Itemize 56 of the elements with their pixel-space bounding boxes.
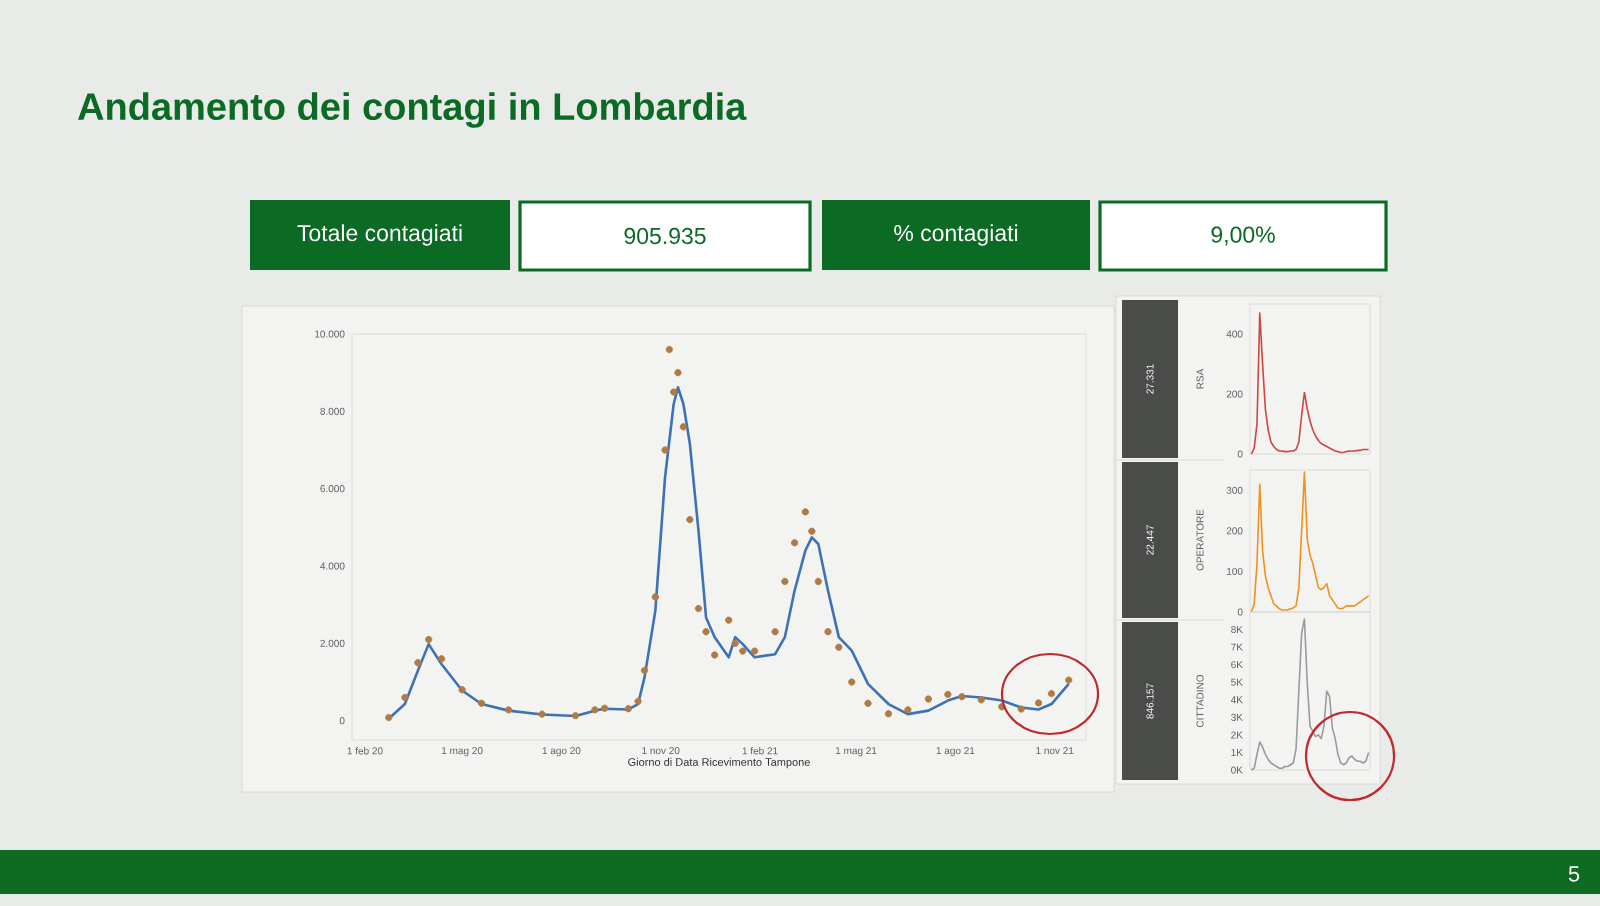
point (686, 516, 694, 524)
point (1017, 705, 1025, 713)
point (538, 710, 546, 718)
point (725, 616, 733, 624)
point (694, 604, 703, 613)
point (679, 423, 687, 431)
point (977, 696, 985, 704)
point (884, 710, 893, 718)
point (425, 635, 433, 644)
point (477, 699, 486, 707)
point (801, 508, 809, 516)
point (1047, 690, 1056, 698)
point (438, 655, 446, 663)
point (824, 628, 832, 636)
point (600, 704, 609, 712)
point (711, 651, 719, 659)
point (944, 690, 952, 698)
point (924, 695, 933, 703)
point (731, 639, 739, 647)
point (751, 647, 759, 655)
point (661, 446, 669, 454)
point (634, 697, 642, 705)
text: Totale contagiati (297, 224, 462, 246)
text: 905.935 (624, 227, 706, 245)
point (771, 628, 779, 636)
point (651, 593, 659, 601)
point (401, 693, 409, 702)
point (814, 577, 822, 586)
point (571, 712, 580, 720)
point (958, 693, 966, 701)
point (674, 369, 682, 377)
point (790, 539, 799, 547)
point (835, 643, 843, 651)
point (665, 345, 673, 354)
point (640, 666, 649, 675)
point (1065, 676, 1073, 684)
text: 5 (1568, 866, 1580, 882)
point (458, 686, 466, 694)
point (504, 706, 513, 714)
line-series (387, 386, 1071, 721)
point (702, 628, 710, 636)
text: 9,00% (1211, 226, 1275, 246)
point (904, 706, 912, 714)
point (808, 527, 816, 535)
point (591, 706, 599, 714)
point (414, 659, 422, 667)
text: Andamento dei contagi in Lombardia (78, 92, 747, 128)
point (848, 678, 856, 686)
point (781, 577, 789, 586)
point (670, 388, 678, 396)
point (864, 699, 872, 707)
text: % contagiati (894, 224, 1018, 246)
point (385, 713, 393, 722)
point (624, 705, 632, 713)
point (739, 647, 747, 655)
point (1034, 699, 1043, 707)
